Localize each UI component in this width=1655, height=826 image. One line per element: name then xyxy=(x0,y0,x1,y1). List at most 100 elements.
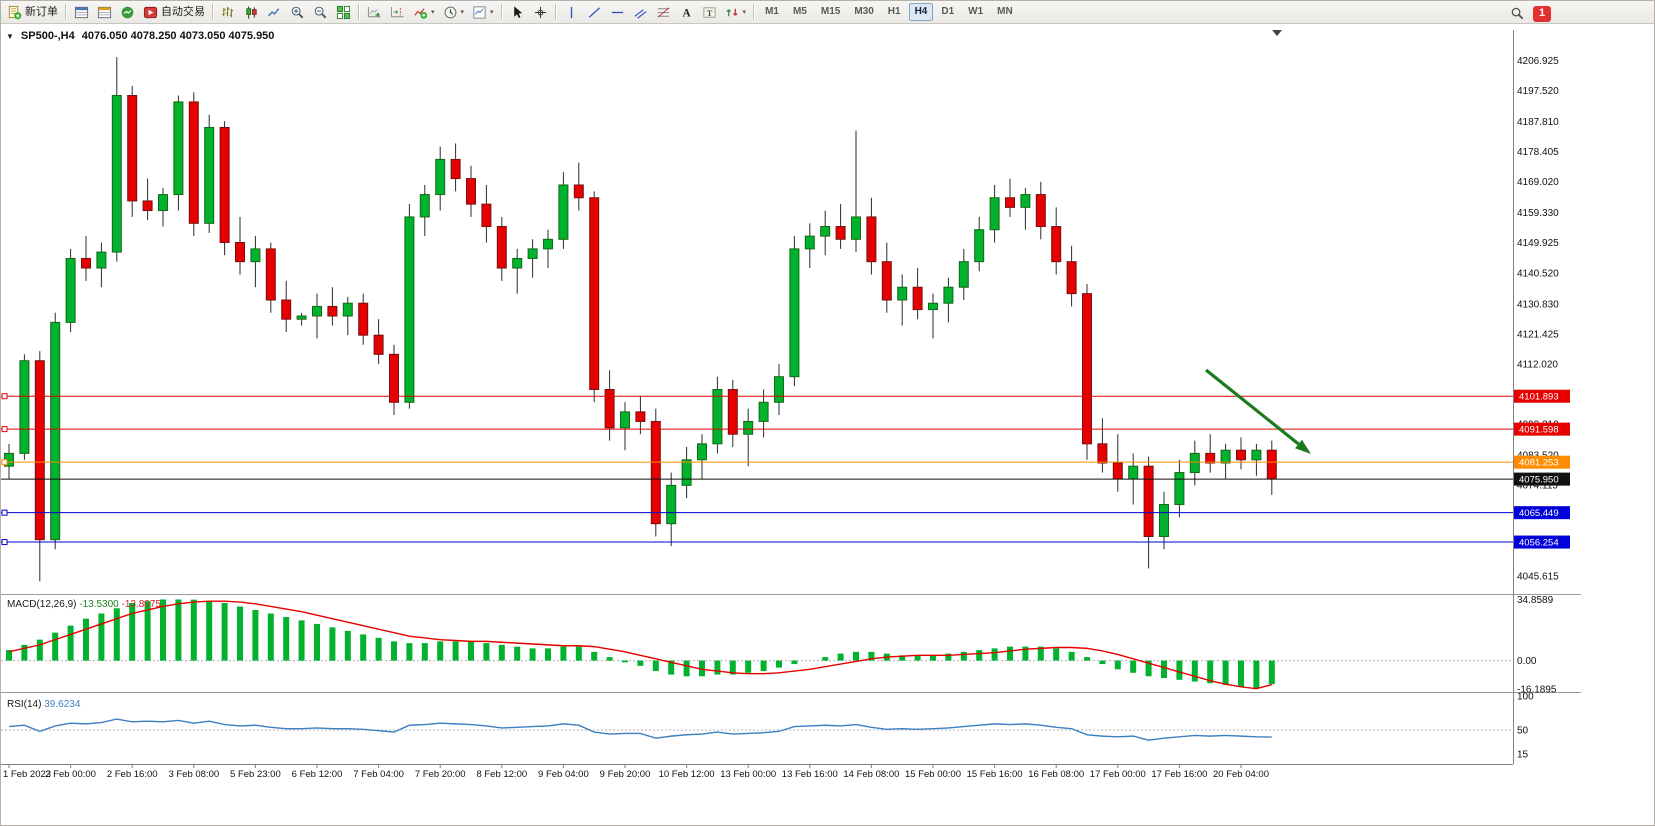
trend-arrow-annotation[interactable] xyxy=(1205,368,1311,454)
bar-chart-icon xyxy=(221,5,236,20)
chart-symbol-period: SP500-,H4 xyxy=(20,30,75,42)
candlestick-button[interactable] xyxy=(240,2,263,23)
line-handle[interactable] xyxy=(1,459,8,466)
svg-text:A: A xyxy=(682,7,691,19)
line-handle[interactable] xyxy=(1,509,8,516)
line-handle[interactable] xyxy=(1,426,8,433)
data-window-button[interactable] xyxy=(93,2,116,23)
candle-up xyxy=(96,251,107,269)
price-axis-label: 4112.020 xyxy=(1517,359,1558,370)
candle-down xyxy=(1035,194,1046,228)
market-watch-button[interactable] xyxy=(70,2,93,23)
candle-up xyxy=(989,197,1000,231)
new-order-button[interactable]: 新订单 xyxy=(3,2,62,23)
chevron-down-icon: ▾ xyxy=(460,9,465,16)
market-watch-icon xyxy=(74,5,89,20)
candle-up xyxy=(65,257,76,323)
candle-down xyxy=(389,353,399,403)
chart-dropdown-icon[interactable]: ▼ xyxy=(6,31,14,41)
line-handle[interactable] xyxy=(1,539,8,546)
price-level-label-box xyxy=(1514,455,1570,469)
arrows-button[interactable]: ▾ xyxy=(721,2,751,23)
strategy-tester-button[interactable] xyxy=(116,2,139,23)
crosshair-button[interactable] xyxy=(529,2,552,23)
toolbar-separator xyxy=(500,4,503,20)
notification-badge[interactable]: 1 xyxy=(1533,5,1552,22)
candle-down xyxy=(1082,293,1092,445)
trendline-button[interactable] xyxy=(583,2,606,23)
candle-down xyxy=(481,203,492,228)
time-axis-label: 15 Feb 00:00 xyxy=(905,769,961,780)
vertical-line-button[interactable] xyxy=(560,2,583,23)
chart-ohlc: 4076.050 4078.250 4073.050 4075.950 xyxy=(81,30,275,42)
candle-up xyxy=(1189,452,1200,474)
timeframe-h4[interactable]: H4 xyxy=(908,3,934,21)
line-handle[interactable] xyxy=(1,393,8,400)
toolbar: 新订单 自动交易 ▾ ▾ ▾ A T ▾ M1 M5 M15 M30 H1 H4 D1 W1 MN 1 xyxy=(1,1,1654,24)
candle-down xyxy=(866,216,877,263)
strategy-tester-icon xyxy=(120,5,135,20)
candle-down xyxy=(496,226,507,269)
candle-down xyxy=(219,126,230,243)
autotrading-button-label: 自动交易 xyxy=(161,5,205,18)
price-axis-label: 4197.520 xyxy=(1517,86,1559,97)
toolbar-separator xyxy=(65,4,67,20)
horizontal-line-button[interactable] xyxy=(606,2,629,23)
macd-label: MACD(12,26,9) -13.5300 -13.8075 xyxy=(7,599,161,610)
candle-down xyxy=(142,200,153,212)
candle-down xyxy=(1051,226,1062,263)
price-level-label: 4075.950 xyxy=(1519,475,1559,486)
time-axis-label: 2 Feb 00:00 xyxy=(45,769,96,780)
timeframe-mn[interactable]: MN xyxy=(997,6,1013,17)
time-axis-label: 8 Feb 12:00 xyxy=(476,769,527,780)
zoom-out-button[interactable] xyxy=(309,2,332,23)
candle-up xyxy=(296,315,307,320)
timeframe-m15[interactable]: M15 xyxy=(820,6,841,17)
search-button[interactable] xyxy=(1507,3,1528,24)
price-level-label: 4091.598 xyxy=(1519,425,1559,436)
channel-button[interactable] xyxy=(629,2,652,23)
timeframe-m5[interactable]: M5 xyxy=(792,6,807,17)
candle-up xyxy=(543,238,553,250)
timeframe-m30[interactable]: M30 xyxy=(854,6,874,17)
timeframe-m1[interactable]: M1 xyxy=(765,6,779,17)
candle-down xyxy=(835,226,846,240)
candle-up xyxy=(204,126,215,224)
tile-windows-button[interactable] xyxy=(332,2,355,23)
toolbar-separator xyxy=(554,4,557,20)
templates-button[interactable]: ▾ xyxy=(468,2,498,23)
time-axis-label: 14 Feb 08:00 xyxy=(843,769,899,780)
price-level-label: 4056.254 xyxy=(1519,538,1559,549)
price-axis-label: 4140.520 xyxy=(1517,268,1559,279)
cursor-button[interactable] xyxy=(506,2,529,23)
line-chart-button[interactable] xyxy=(263,2,286,23)
candle-down xyxy=(1112,462,1123,480)
timeframe-w1[interactable]: W1 xyxy=(968,6,984,17)
fibonacci-button[interactable] xyxy=(652,2,675,23)
candle-down xyxy=(650,420,661,525)
bar-chart-button[interactable] xyxy=(217,2,240,23)
time-axis-label: 6 Feb 12:00 xyxy=(292,769,343,780)
chart-canvas[interactable]: 4206.925 4197.520 4187.810 4178.405 4169.020… xyxy=(1,24,1655,826)
autoscroll-button[interactable] xyxy=(363,2,386,23)
candle-up xyxy=(1251,449,1262,461)
candle-up xyxy=(19,360,30,454)
autotrading-button[interactable]: 自动交易 xyxy=(139,2,209,23)
text-button[interactable]: A xyxy=(675,2,698,23)
chart-window[interactable]: 4206.925 4197.520 4187.810 4178.405 4169.020… xyxy=(1,24,1655,826)
rsi-axis-label: 100 xyxy=(1517,692,1534,703)
timeframe-h1[interactable]: H1 xyxy=(887,6,901,17)
candle-down xyxy=(1266,449,1277,480)
toolbar-separator xyxy=(358,4,360,20)
chart-shift-marker[interactable] xyxy=(1272,30,1282,36)
candle-down xyxy=(1143,465,1154,537)
text-label-button[interactable]: T xyxy=(698,2,721,23)
chart-shift-button[interactable] xyxy=(386,2,409,23)
candle-down xyxy=(235,241,245,263)
periods-button[interactable]: ▾ xyxy=(439,2,469,23)
timeframe-d1[interactable]: D1 xyxy=(941,6,955,17)
indicators-button[interactable]: ▾ xyxy=(409,2,439,23)
zoom-in-button[interactable] xyxy=(286,2,309,23)
templates-icon xyxy=(472,5,487,20)
